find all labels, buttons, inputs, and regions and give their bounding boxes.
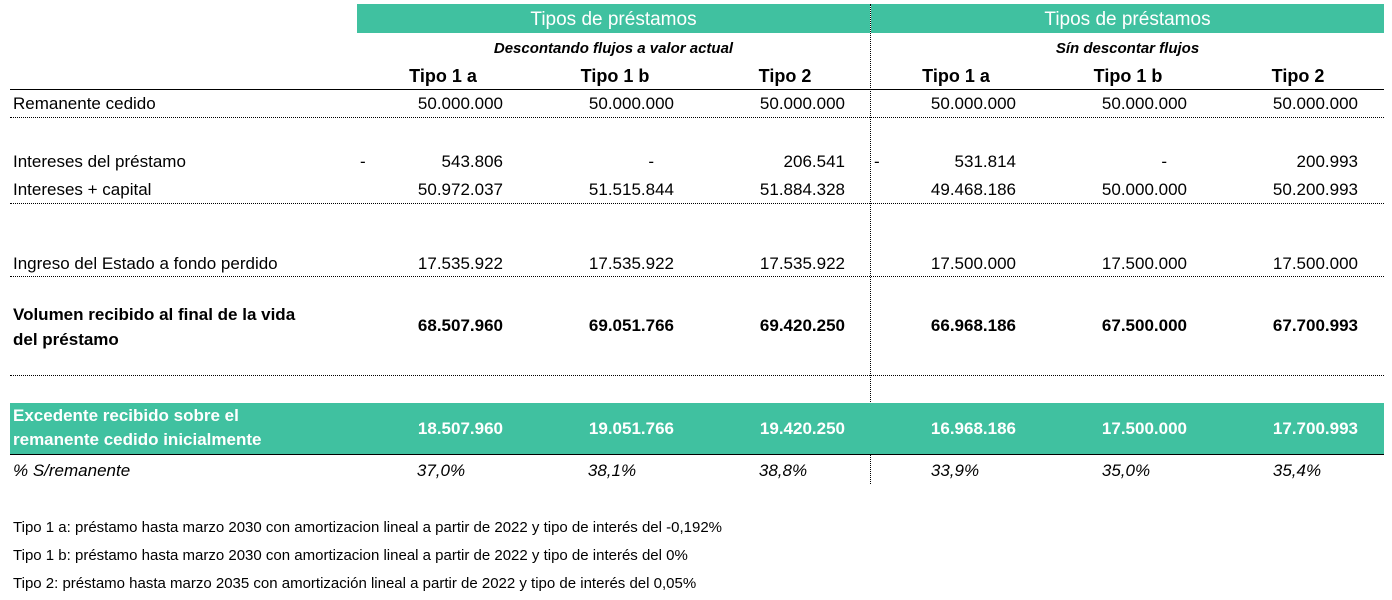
row-divider — [10, 203, 1384, 204]
value-excedente-1b-disc: 19.051.766 — [588, 419, 674, 438]
row-label-volumen-line1: Volumen recibido al final de la vida — [13, 305, 296, 324]
value-int-cap-2-disc: 51.884.328 — [759, 180, 845, 199]
value-int-cap-1a-undisc: 49.468.186 — [930, 180, 1016, 199]
value-pct-1a-disc: 37,0% — [416, 461, 466, 480]
value-excedente-1b-undisc: 17.500.000 — [1101, 419, 1187, 438]
excedente-highlight-band — [10, 403, 1384, 454]
value-int-cap-1b-disc: 51.515.844 — [588, 180, 674, 199]
group-a-subtitle: Descontando flujos a valor actual — [493, 40, 734, 57]
value-volumen-1b-disc: 69.051.766 — [588, 316, 674, 335]
negative-sign: - — [360, 152, 366, 171]
value-pct-1b-disc: 38,1% — [587, 461, 637, 480]
value-remanente-1a-disc: 50.000.000 — [417, 94, 503, 113]
value-excedente-1a-disc: 18.507.960 — [417, 419, 503, 438]
value-ingreso-2-undisc: 17.500.000 — [1272, 254, 1358, 273]
footnote-tipo-1b: Tipo 1 b: préstamo hasta marzo 2030 con … — [13, 547, 688, 564]
value-pct-1a-undisc: 33,9% — [930, 461, 980, 480]
value-remanente-1a-undisc: 50.000.000 — [930, 94, 1016, 113]
value-int-cap-1b-undisc: 50.000.000 — [1101, 180, 1187, 199]
value-ingreso-1a-disc: 17.535.922 — [417, 254, 503, 273]
value-intereses-2-undisc: 200.993 — [1296, 152, 1358, 171]
row-label-excedente-line2: remanente cedido inicialmente — [13, 430, 262, 449]
value-excedente-2-disc: 19.420.250 — [759, 419, 845, 438]
value-remanente-1b-disc: 50.000.000 — [588, 94, 674, 113]
value-intereses-1a-undisc: 531.814 — [954, 152, 1016, 171]
value-intereses-1a-disc: 543.806 — [441, 152, 503, 171]
value-volumen-2-disc: 69.420.250 — [759, 316, 845, 335]
value-ingreso-1a-undisc: 17.500.000 — [930, 254, 1016, 273]
row-label-volumen: Volumen recibido al final de la vida del… — [13, 302, 295, 352]
group-b-title: Tipos de préstamos — [1044, 9, 1211, 30]
row-label-excedente: Excedente recibido sobre el remanente ce… — [13, 404, 261, 452]
value-ingreso-2-disc: 17.535.922 — [759, 254, 845, 273]
value-int-cap-2-undisc: 50.200.993 — [1272, 180, 1358, 199]
row-divider — [10, 276, 1384, 277]
col-header-tipo-2-undiscounted: Tipo 2 — [1271, 66, 1325, 86]
value-volumen-2-undisc: 67.700.993 — [1272, 316, 1358, 335]
value-int-cap-1a-disc: 50.972.037 — [417, 180, 503, 199]
negative-sign: - — [874, 152, 880, 171]
col-header-tipo-1b-undiscounted: Tipo 1 b — [1093, 66, 1163, 86]
excedente-underline — [10, 454, 1384, 455]
value-volumen-1a-undisc: 66.968.186 — [930, 316, 1016, 335]
value-pct-2-disc: 38,8% — [758, 461, 808, 480]
header-underline — [10, 89, 1384, 90]
row-label-excedente-line1: Excedente recibido sobre el — [13, 406, 239, 425]
col-header-tipo-2-discounted: Tipo 2 — [758, 66, 812, 86]
col-header-tipo-1a-discounted: Tipo 1 a — [409, 66, 477, 86]
row-label-intereses: Intereses del préstamo — [13, 152, 186, 171]
col-header-tipo-1b-discounted: Tipo 1 b — [580, 66, 650, 86]
header-band-b — [871, 4, 1384, 33]
group-divider — [870, 4, 871, 484]
value-intereses-2-disc: 206.541 — [783, 152, 845, 171]
value-excedente-1a-undisc: 16.968.186 — [930, 419, 1016, 438]
group-a-title: Tipos de préstamos — [530, 9, 697, 30]
value-excedente-2-undisc: 17.700.993 — [1272, 419, 1358, 438]
row-label-intereses-capital: Intereses + capital — [13, 180, 152, 199]
row-label-porcentaje: % S/remanente — [13, 461, 131, 480]
footnote-tipo-2: Tipo 2: préstamo hasta marzo 2035 con am… — [13, 575, 697, 592]
value-remanente-2-undisc: 50.000.000 — [1272, 94, 1358, 113]
col-header-tipo-1a-undiscounted: Tipo 1 a — [922, 66, 990, 86]
row-label-volumen-line2: del préstamo — [13, 330, 119, 349]
value-intereses-1b-disc: - — [648, 152, 654, 171]
value-volumen-1a-disc: 68.507.960 — [417, 316, 503, 335]
value-remanente-1b-undisc: 50.000.000 — [1101, 94, 1187, 113]
value-ingreso-1b-undisc: 17.500.000 — [1101, 254, 1187, 273]
footnote-tipo-1a: Tipo 1 a: préstamo hasta marzo 2030 con … — [13, 519, 723, 536]
value-pct-1b-undisc: 35,0% — [1101, 461, 1151, 480]
row-divider — [10, 117, 1384, 118]
value-intereses-1b-undisc: - — [1161, 152, 1167, 171]
value-volumen-1b-undisc: 67.500.000 — [1101, 316, 1187, 335]
value-ingreso-1b-disc: 17.535.922 — [588, 254, 674, 273]
header-band-a — [357, 4, 870, 33]
value-pct-2-undisc: 35,4% — [1272, 461, 1322, 480]
row-label-remanente: Remanente cedido — [13, 94, 156, 113]
group-b-subtitle: Sín descontar flujos — [1055, 40, 1200, 57]
row-divider — [10, 375, 1384, 376]
row-label-ingreso-estado: Ingreso del Estado a fondo perdido — [13, 254, 278, 273]
value-remanente-2-disc: 50.000.000 — [759, 94, 845, 113]
